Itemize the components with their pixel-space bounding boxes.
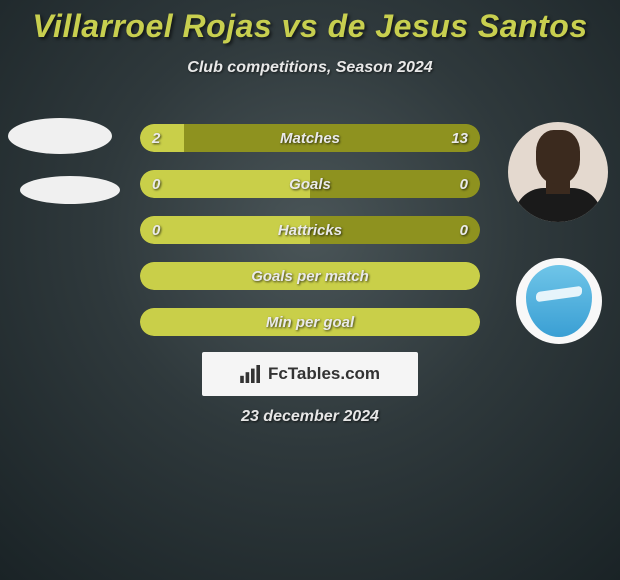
stat-label: Min per goal: [140, 308, 480, 336]
player-right-avatar: [508, 122, 608, 222]
branding-text: FcTables.com: [268, 364, 380, 384]
player-right-club-badge: [516, 258, 602, 344]
subtitle: Club competitions, Season 2024: [0, 59, 620, 77]
stat-value-left: 0: [152, 216, 160, 244]
stat-row: Hattricks0 0: [140, 216, 480, 244]
branding-box: FcTables.com: [202, 352, 418, 396]
player-left-club-badge: [20, 176, 120, 204]
player-left-avatar: [8, 118, 112, 154]
stat-value-right: 13: [451, 124, 468, 152]
stat-row: Goals per match: [140, 262, 480, 290]
stat-row: Min per goal: [140, 308, 480, 336]
stat-label: Hattricks: [140, 216, 480, 244]
stat-value-right: 0: [460, 216, 468, 244]
stat-bars: Matches213Goals00Hattricks00Goals per ma…: [140, 124, 480, 354]
stat-value-left: 2: [152, 124, 160, 152]
page-title: Villarroel Rojas vs de Jesus Santos: [0, 0, 620, 45]
stat-row: Matches2 13: [140, 124, 480, 152]
date-stamp: 23 december 2024: [0, 408, 620, 426]
card: Villarroel Rojas vs de Jesus Santos Club…: [0, 0, 620, 580]
stat-value-left: 0: [152, 170, 160, 198]
chart-icon: [240, 365, 262, 383]
stat-label: Goals per match: [140, 262, 480, 290]
stat-row: Goals0 0: [140, 170, 480, 198]
stat-value-right: 0: [460, 170, 468, 198]
stat-label: Matches: [140, 124, 480, 152]
stat-label: Goals: [140, 170, 480, 198]
